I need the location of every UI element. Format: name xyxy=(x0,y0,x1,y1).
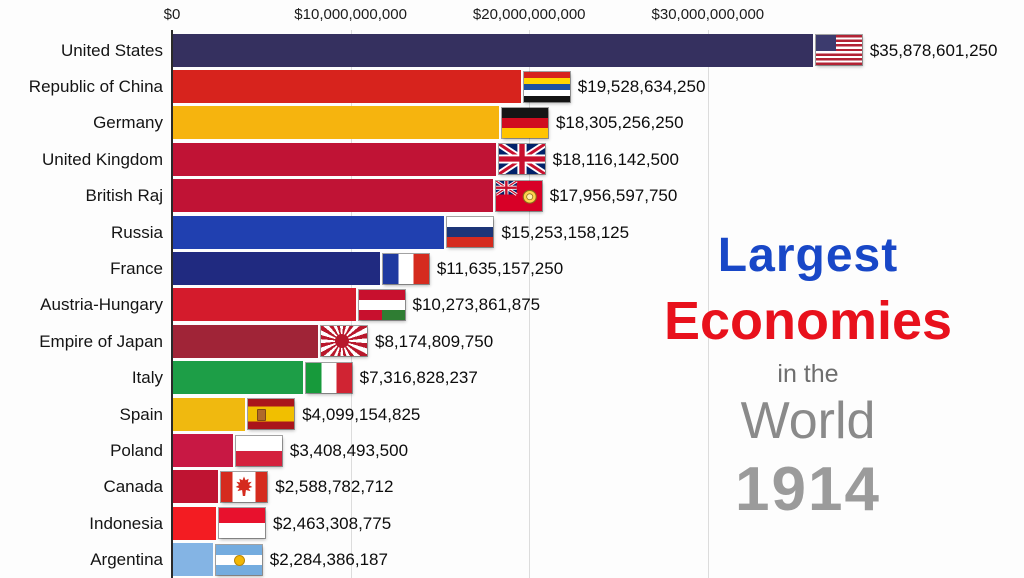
bar-row: Indonesia $2,463,308,775 xyxy=(0,505,1024,541)
value-label: $35,878,601,250 xyxy=(869,40,998,60)
country-label: Germany xyxy=(93,113,163,133)
value-label: $4,099,154,825 xyxy=(302,404,421,424)
value-label: $15,253,158,125 xyxy=(501,222,630,242)
japan-flag-icon xyxy=(321,326,367,357)
bar-row: Germany $18,305,256,250 xyxy=(0,105,1024,141)
bar-row: United States $35,878,601,250 xyxy=(0,32,1024,68)
title-economies: Economies xyxy=(663,291,953,351)
bar-row: Italy $7,316,828,237 xyxy=(0,360,1024,396)
value-label: $11,635,157,250 xyxy=(436,259,564,279)
country-label: United Kingdom xyxy=(42,149,163,169)
value-label: $2,588,782,712 xyxy=(275,477,394,497)
country-label: Argentina xyxy=(90,550,163,570)
canada-flag-icon xyxy=(221,471,268,502)
title-overlay: Largest Economies in the World 1914 xyxy=(608,232,1008,521)
bar-row: France $11,635,157,250 xyxy=(0,250,1024,286)
value-label: $8,174,809,750 xyxy=(375,331,494,351)
value-label: $2,284,386,187 xyxy=(269,550,388,570)
bar xyxy=(172,215,445,249)
bar xyxy=(172,506,216,540)
us-flag-icon xyxy=(815,35,862,66)
poland-flag-icon xyxy=(235,435,282,466)
title-year: 1914 xyxy=(735,455,881,524)
france-flag-icon xyxy=(382,253,429,284)
value-label: $18,116,142,500 xyxy=(552,149,679,169)
gridline xyxy=(707,30,709,578)
bar-row: Argentina $2,284,386,187 xyxy=(0,542,1024,578)
title-world: World xyxy=(740,392,876,450)
value-label: $19,528,634,250 xyxy=(577,77,706,97)
spain-flag-icon xyxy=(248,399,295,430)
country-label: Austria-Hungary xyxy=(40,295,163,315)
bar xyxy=(172,179,493,213)
bar-row: Poland $3,408,493,500 xyxy=(0,432,1024,468)
country-label: British Raj xyxy=(85,186,163,206)
bar xyxy=(172,288,356,322)
argentina-flag-icon xyxy=(215,544,262,575)
bar xyxy=(172,33,813,67)
uk-flag-icon xyxy=(498,144,545,175)
value-label: $2,463,308,775 xyxy=(272,513,392,533)
x-tick-label: $10,000,000,000 xyxy=(294,6,407,23)
bar xyxy=(172,361,303,395)
bar-row: Spain $4,099,154,825 xyxy=(0,396,1024,432)
bar xyxy=(172,142,496,176)
title-in-the: in the xyxy=(777,360,839,388)
bar xyxy=(172,434,233,468)
bar-row: Russia $15,253,158,125 xyxy=(0,214,1024,250)
x-tick-label: $0 xyxy=(163,6,181,23)
x-axis-zero-line xyxy=(171,30,173,578)
bar xyxy=(172,397,246,431)
italy-flag-icon xyxy=(305,362,352,393)
country-label: Russia xyxy=(111,222,163,242)
china-flag-icon xyxy=(523,71,570,102)
country-label: Empire of Japan xyxy=(39,331,163,351)
country-label: Canada xyxy=(103,477,163,497)
gridline xyxy=(529,30,531,578)
value-label: $3,408,493,500 xyxy=(289,441,409,461)
bar-row: British Raj $17,956,597,750 xyxy=(0,178,1024,214)
country-label: Spain xyxy=(119,404,163,424)
bar xyxy=(172,252,380,286)
bar-row: Republic of China $19,528,634,250 xyxy=(0,68,1024,104)
country-label: Poland xyxy=(110,441,163,461)
russia-flag-icon xyxy=(447,217,494,248)
germany-flag-icon xyxy=(501,107,548,138)
value-label: $7,316,828,237 xyxy=(359,368,478,388)
british-raj-flag-icon xyxy=(495,180,542,211)
bar xyxy=(172,106,499,140)
bar-row: Canada $2,588,782,712 xyxy=(0,469,1024,505)
country-label: Republic of China xyxy=(28,77,163,97)
bar-row: Empire of Japan $8,174,809,750 xyxy=(0,323,1024,359)
bar xyxy=(172,70,521,104)
bar xyxy=(172,470,219,504)
bar-row: Austria-Hungary $10,273,861,875 xyxy=(0,287,1024,323)
bar xyxy=(172,324,318,358)
country-label: France xyxy=(110,259,163,279)
country-label: United States xyxy=(60,40,163,60)
bar-row: United Kingdom $18,116,142,500 xyxy=(0,141,1024,177)
title-largest: Largest xyxy=(717,229,899,282)
x-tick-label: $20,000,000,000 xyxy=(472,6,586,23)
country-label: Italy xyxy=(131,368,163,388)
value-label: $10,273,861,875 xyxy=(412,295,541,315)
country-label: Indonesia xyxy=(89,513,163,533)
x-tick-label: $30,000,000,000 xyxy=(651,6,765,23)
bar xyxy=(172,543,213,577)
value-label: $17,956,597,750 xyxy=(549,186,678,206)
value-label: $18,305,256,250 xyxy=(555,113,684,133)
indonesia-flag-icon xyxy=(218,508,265,539)
austria-hungary-flag-icon xyxy=(358,289,405,320)
